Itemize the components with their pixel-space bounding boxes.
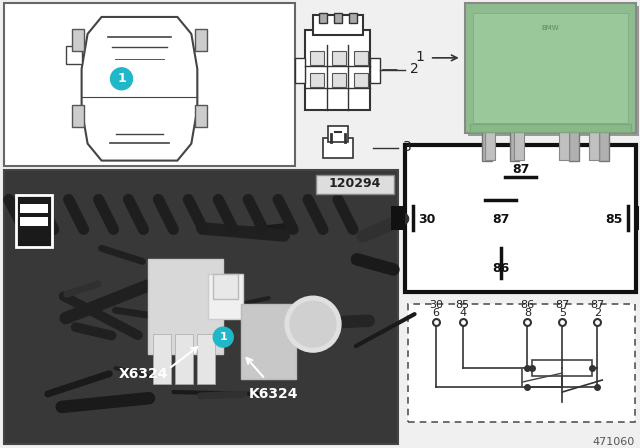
Bar	[481, 131, 492, 160]
Text: 30: 30	[429, 300, 443, 310]
Bar	[208, 274, 243, 319]
Bar	[408, 304, 635, 422]
Bar	[310, 73, 324, 87]
Bar	[20, 204, 48, 213]
Bar	[323, 138, 353, 158]
Bar	[370, 58, 380, 83]
Bar	[154, 334, 172, 384]
Bar	[391, 207, 404, 230]
Bar	[295, 58, 305, 83]
Text: 86: 86	[492, 263, 509, 276]
Bar	[195, 29, 207, 51]
Circle shape	[285, 296, 341, 352]
Text: 86: 86	[520, 300, 534, 310]
Bar	[66, 46, 82, 64]
Bar	[4, 3, 295, 166]
Text: 87: 87	[512, 163, 529, 176]
Bar	[589, 132, 599, 159]
Bar	[332, 73, 346, 87]
Bar	[532, 360, 592, 376]
Text: 2: 2	[410, 62, 419, 76]
Bar	[16, 195, 52, 247]
Text: 87: 87	[556, 300, 570, 310]
Text: 471060: 471060	[592, 437, 634, 447]
Text: 1: 1	[416, 50, 425, 64]
Bar	[313, 15, 363, 35]
Bar	[465, 3, 636, 133]
Text: 1: 1	[220, 332, 227, 342]
Bar	[197, 334, 215, 384]
Bar	[468, 6, 639, 136]
Bar	[636, 207, 640, 230]
Text: 87: 87	[492, 213, 509, 226]
Bar	[484, 132, 495, 159]
Text: 2: 2	[594, 308, 601, 318]
Bar	[316, 175, 394, 194]
Bar	[404, 145, 636, 292]
Text: 8: 8	[524, 308, 531, 318]
Bar	[522, 368, 563, 387]
Bar	[305, 30, 370, 110]
Bar	[354, 51, 368, 65]
Text: 4: 4	[459, 308, 466, 318]
Text: 85: 85	[456, 300, 470, 310]
Circle shape	[213, 327, 233, 347]
Circle shape	[290, 301, 336, 347]
Bar	[332, 51, 346, 65]
Polygon shape	[82, 17, 197, 160]
Bar	[148, 259, 223, 354]
Text: BMW: BMW	[541, 25, 559, 31]
Bar	[570, 131, 579, 160]
Bar	[195, 105, 207, 127]
Bar	[319, 13, 327, 23]
Text: 120294: 120294	[329, 177, 381, 190]
Circle shape	[111, 68, 132, 90]
Text: 30: 30	[418, 213, 435, 226]
Bar	[354, 73, 368, 87]
Text: 3: 3	[403, 140, 412, 154]
Bar	[470, 124, 631, 132]
Text: 6: 6	[432, 308, 439, 318]
Bar	[20, 217, 48, 226]
Bar	[509, 131, 520, 160]
Bar	[310, 51, 324, 65]
Bar	[213, 274, 238, 299]
Text: K6324: K6324	[248, 387, 298, 401]
Text: X6324: X6324	[118, 367, 168, 381]
Bar	[334, 13, 342, 23]
Bar	[599, 131, 609, 160]
Bar	[72, 105, 84, 127]
Bar	[515, 132, 524, 159]
Text: 1: 1	[117, 72, 126, 85]
Text: 87: 87	[590, 300, 604, 310]
Bar	[559, 132, 570, 159]
Text: 85: 85	[605, 213, 623, 226]
Bar	[4, 169, 398, 444]
Bar	[349, 13, 357, 23]
Bar	[472, 13, 628, 123]
Bar	[175, 334, 193, 384]
Bar	[328, 126, 348, 142]
Bar	[241, 304, 296, 379]
Text: 5: 5	[559, 308, 566, 318]
Bar	[72, 29, 84, 51]
